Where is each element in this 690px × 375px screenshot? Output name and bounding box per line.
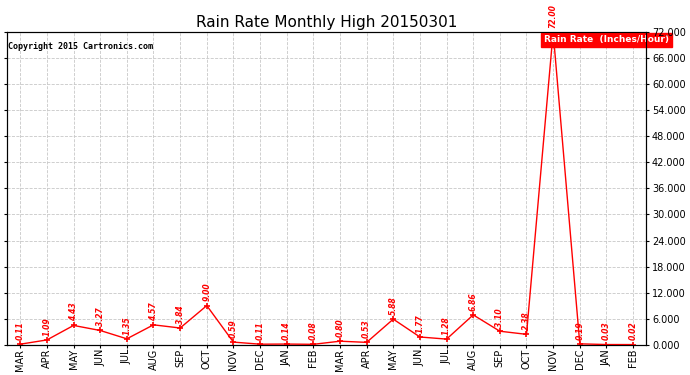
Text: Rain Rate  (Inches/Hour): Rain Rate (Inches/Hour) xyxy=(544,35,669,44)
Text: 9.00: 9.00 xyxy=(202,283,211,302)
Text: 0.08: 0.08 xyxy=(309,321,318,340)
Title: Rain Rate Monthly High 20150301: Rain Rate Monthly High 20150301 xyxy=(196,15,457,30)
Text: 1.35: 1.35 xyxy=(122,316,131,334)
Text: 0.80: 0.80 xyxy=(335,318,344,337)
Text: 0.02: 0.02 xyxy=(629,322,638,340)
Text: 3.84: 3.84 xyxy=(176,305,185,324)
Text: Copyright 2015 Cartronics.com: Copyright 2015 Cartronics.com xyxy=(8,42,152,51)
Text: 5.88: 5.88 xyxy=(388,296,397,315)
Text: 2.38: 2.38 xyxy=(522,312,531,330)
Text: 4.57: 4.57 xyxy=(149,302,158,321)
Text: 4.43: 4.43 xyxy=(69,303,78,321)
Text: 0.19: 0.19 xyxy=(575,321,584,340)
Text: 72.00: 72.00 xyxy=(549,4,558,28)
Text: 0.11: 0.11 xyxy=(255,321,264,340)
Text: 6.86: 6.86 xyxy=(469,292,477,311)
Text: 0.53: 0.53 xyxy=(362,320,371,338)
Text: 1.09: 1.09 xyxy=(42,317,52,336)
Text: 0.11: 0.11 xyxy=(16,321,25,340)
Text: 0.59: 0.59 xyxy=(229,320,238,338)
Text: 1.77: 1.77 xyxy=(415,314,424,333)
Text: 0.14: 0.14 xyxy=(282,321,291,340)
Text: 3.10: 3.10 xyxy=(495,308,504,327)
Text: 1.28: 1.28 xyxy=(442,316,451,335)
Text: 0.03: 0.03 xyxy=(602,322,611,340)
Text: 3.27: 3.27 xyxy=(96,308,105,326)
